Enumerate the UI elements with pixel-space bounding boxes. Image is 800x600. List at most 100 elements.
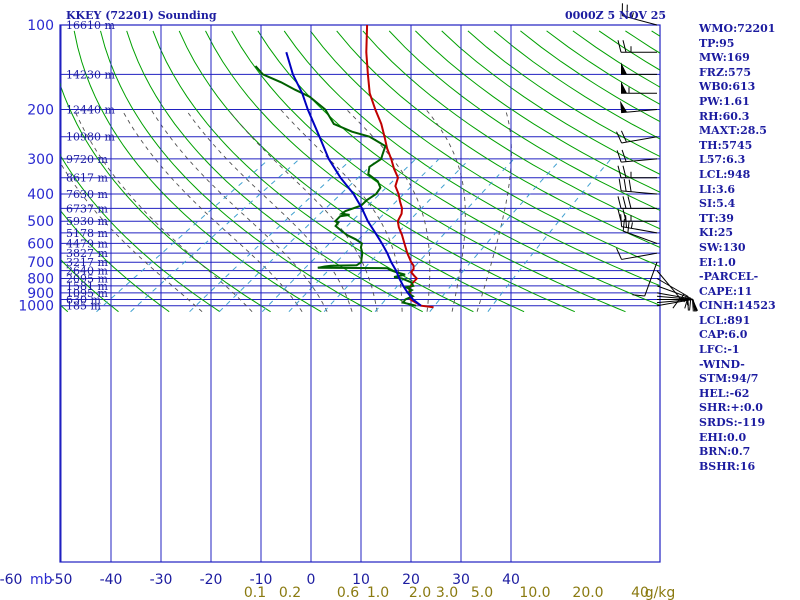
wind-barb	[616, 149, 658, 163]
mixing-ratio-line	[323, 158, 471, 313]
wind-barb	[656, 278, 689, 309]
moist-adiabat	[476, 109, 512, 312]
grid-lines	[59, 24, 661, 563]
sounding-index: TT:39	[699, 211, 734, 225]
sounding-index: SW:130	[699, 240, 746, 254]
pressure-tick-label: 300	[27, 152, 54, 168]
pressure-tick-label: 500	[27, 214, 54, 230]
height-tick-label: 630 m	[66, 293, 101, 306]
height-tick-label: 2095 m	[66, 273, 108, 286]
sounding-index: BRN:0.7	[699, 445, 751, 459]
moist-adiabat	[121, 109, 303, 312]
wind-barb	[621, 81, 657, 94]
sounding-index: EHI:0.0	[699, 430, 747, 444]
sounding-index: CAPE:11	[699, 284, 753, 298]
mixing-ratio-label: 1.0	[367, 585, 389, 600]
height-tick-label: 4479 m	[66, 237, 108, 250]
sounding-index: LI:3.6	[699, 182, 736, 196]
wind-barb	[632, 262, 658, 297]
sounding-time: 0000Z 5 NOV 25	[565, 9, 667, 22]
moist-adiabat	[280, 109, 403, 312]
height-tick-label: 8617 m	[66, 172, 108, 185]
wind-barb	[656, 270, 681, 309]
dry-adiabat	[257, 30, 660, 306]
wind-barb	[617, 40, 657, 53]
mixing-ratio-label: 0.1	[244, 585, 266, 600]
mixing-ratio-label: 0.6	[337, 585, 359, 600]
height-tick-label: 5178 m	[66, 227, 108, 240]
sounding-index: LCL:891	[699, 313, 751, 327]
moist-adiabat	[150, 109, 328, 312]
sounding-index: FRZ:575	[699, 65, 752, 79]
sounding-index: WMO:72201	[699, 22, 776, 35]
moist-adiabat	[227, 109, 378, 312]
sounding-index: CINH:14523	[699, 299, 776, 313]
moist-adiabat	[73, 109, 253, 313]
mixing-ratio-line	[189, 158, 353, 313]
pressure-tick-label: 200	[27, 103, 54, 119]
mixing-ratio-line	[261, 158, 417, 313]
sounding-index: MAXT:28.5	[699, 124, 767, 138]
temperature-tick-label: 0	[307, 572, 316, 588]
temperature-tick-label: 30	[452, 572, 470, 588]
wind-barb	[621, 3, 658, 26]
mixing-ratio-line	[218, 158, 379, 313]
sounding-index: MW:169	[699, 51, 750, 65]
height-tick-label: 14230 m	[66, 68, 115, 81]
sounding-index: KI:25	[699, 226, 734, 240]
height-tick-label: 5930 m	[66, 215, 108, 228]
dry-adiabat	[310, 30, 660, 267]
sounding-index: TH:5745	[699, 138, 753, 152]
temperature-tick-label: -10	[250, 572, 273, 588]
dry-adiabat	[60, 209, 170, 313]
mixing-ratio-label: 5.0	[471, 585, 493, 600]
dry-adiabat	[100, 30, 373, 313]
mixing-ratio-lines	[96, 158, 612, 313]
sounding-index: WB0:613	[699, 80, 756, 94]
mixing-ratio-line	[288, 158, 440, 313]
mixing-ratio-line	[130, 158, 300, 313]
mixing-ratio-line	[96, 158, 270, 313]
height-tick-label: 12440 m	[66, 104, 115, 117]
dry-adiabat	[60, 153, 221, 313]
sounding-index: LFC:-1	[699, 343, 740, 357]
wind-barb	[617, 196, 657, 209]
moist-adiabat	[425, 109, 466, 312]
sounding-index: HEL:-62	[699, 386, 750, 400]
moist-adiabat	[60, 161, 203, 313]
dry-adiabats	[60, 30, 660, 313]
dry-adiabat	[388, 30, 660, 211]
parcel-trace	[285, 51, 422, 307]
dry-adiabat	[178, 30, 525, 313]
temperature-tick-label: -20	[200, 572, 223, 588]
sounding-index: PW:1.61	[699, 94, 750, 108]
wind-barb	[621, 62, 657, 75]
dry-adiabat	[362, 30, 660, 230]
height-tick-label: 16610 m	[66, 19, 115, 32]
pressure-tick-label: 600	[27, 236, 54, 252]
sounding-index: SRDS:-119	[699, 416, 766, 430]
mixing-ratio-line	[374, 158, 515, 313]
mixing-ratio-line	[429, 158, 562, 313]
height-tick-label: 3827 m	[66, 247, 108, 260]
wind-barbs	[616, 3, 698, 312]
sounding-index: EI:1.0	[699, 255, 736, 269]
mixing-ratio-label: 2.0	[409, 585, 431, 600]
dry-adiabat	[126, 30, 423, 313]
pressure-tick-label: 700	[27, 255, 54, 271]
moist-adiabat	[346, 109, 431, 312]
mixing-ratio-label: 40	[631, 585, 649, 600]
plot-frame	[59, 24, 661, 563]
dry-adiabat	[336, 30, 660, 248]
height-tick-label: 9720 m	[66, 153, 108, 166]
mixing-ratio-label: 10.0	[519, 585, 550, 600]
sounding-traces	[254, 25, 434, 309]
height-tick-label: 1581 m	[66, 280, 108, 293]
temperature-tick-label: 10	[352, 572, 370, 588]
sounding-index: CAP:6.0	[699, 328, 748, 342]
pressure-tick-label: 100	[27, 18, 54, 34]
mixing-ratio-label: 3.0	[436, 585, 458, 600]
height-tick-label: 185 m	[66, 300, 101, 313]
